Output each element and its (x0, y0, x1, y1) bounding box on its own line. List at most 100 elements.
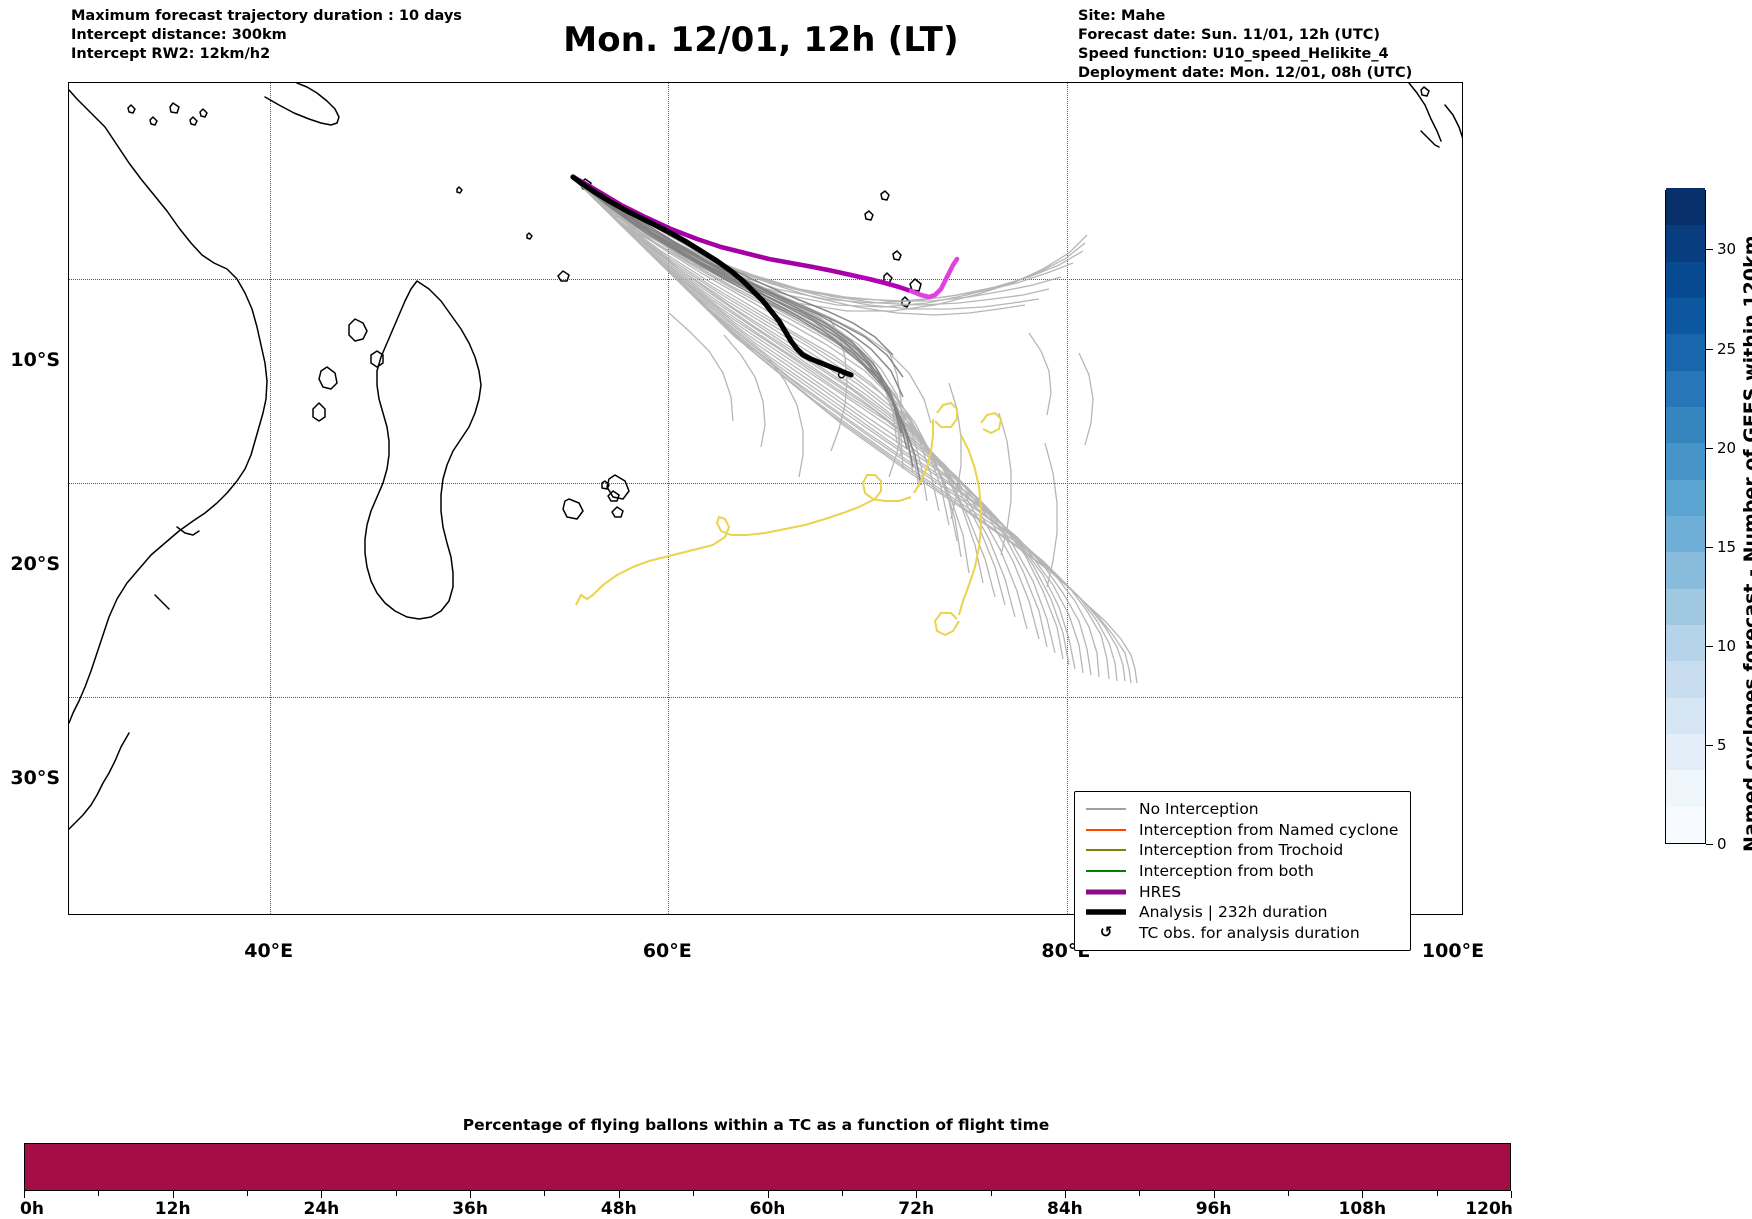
time-tick (1362, 1191, 1364, 1198)
legend-item-named-cyclone[interactable]: Interception from Named cyclone (1083, 820, 1398, 841)
legend-label-no-interception: No Interception (1139, 800, 1259, 819)
legend-label-tc-obs: TC obs. for analysis duration (1139, 923, 1360, 942)
time-tick-label-72h: 72h (898, 1199, 935, 1219)
colorbar-title: Named cyclones forecast - Number of GEFS… (1740, 235, 1752, 852)
time-tick (1064, 1191, 1066, 1198)
xtick-60E: 60°E (642, 940, 692, 962)
legend-item-hres[interactable]: HRES (1083, 881, 1398, 902)
time-tick (916, 1191, 918, 1198)
colorbar-segment (1666, 442, 1705, 480)
colorbar-segment (1666, 261, 1705, 298)
xtick-40E: 40°E (244, 940, 294, 962)
time-minor-tick (98, 1191, 100, 1196)
time-tick (321, 1191, 323, 1198)
trajectories-no-interception (571, 176, 1138, 684)
time-tick-label-84h: 84h (1047, 1199, 1083, 1219)
legend-item-tc-obs[interactable]: ↺ TC obs. for analysis duration (1083, 923, 1398, 944)
colorbar-segment (1666, 370, 1705, 407)
colorbar-tick-label-25: 25 (1717, 339, 1737, 358)
map-legend[interactable]: No Interception Interception from Named … (1074, 791, 1412, 952)
percentage-bar-ticks: 0h 12h 24h 36h 48h 60h 72h 84h 96h 108h 120h (20, 1191, 1513, 1219)
map-plot-area[interactable]: ↺ (68, 82, 1463, 915)
legend-swatch-analysis (1083, 908, 1129, 916)
time-tick (767, 1191, 769, 1198)
time-minor-tick (247, 1191, 249, 1196)
colorbar-tick (1706, 249, 1713, 251)
legend-item-both[interactable]: Interception from both (1083, 861, 1398, 882)
percentage-bar-fill (25, 1144, 1510, 1190)
time-tick-label-96h: 96h (1195, 1199, 1232, 1219)
legend-swatch-both (1083, 867, 1129, 875)
time-tick (470, 1191, 472, 1198)
legend-swatch-no-interception (1083, 805, 1129, 813)
map-y-axis-labels: 10°S 20°S 30°S (0, 82, 68, 915)
time-minor-tick (1287, 1191, 1289, 1196)
legend-item-no-interception[interactable]: No Interception (1083, 799, 1398, 820)
time-minor-tick (1139, 1191, 1141, 1196)
colorbar-segment (1666, 479, 1705, 516)
colorbar-tick (1706, 546, 1713, 548)
colorbar-segment (1666, 660, 1705, 698)
time-tick-label-60h: 60h (749, 1199, 786, 1219)
colorbar-tick (1706, 447, 1713, 449)
time-tick-label-24h: 24h (303, 1199, 340, 1219)
time-minor-tick (1436, 1191, 1438, 1196)
page-title: Mon. 12/01, 12h (LT) (563, 20, 959, 60)
ytick-10S: 10°S (10, 349, 60, 371)
colorbar-segment (1666, 588, 1705, 625)
time-minor-tick (693, 1191, 695, 1196)
time-tick (1213, 1191, 1215, 1198)
legend-item-trochoid[interactable]: Interception from Trochoid (1083, 840, 1398, 861)
trajectory-analysis (570, 174, 854, 378)
colorbar-segment (1666, 224, 1705, 262)
time-tick (172, 1191, 174, 1198)
colorbar-segment (1666, 515, 1705, 553)
time-tick-label-36h: 36h (452, 1199, 488, 1219)
time-tick-label-48h: 48h (600, 1199, 637, 1219)
colorbar-segment (1666, 551, 1705, 589)
time-tick-label-0h: 0h (20, 1199, 44, 1219)
colorbar-segment (1666, 406, 1705, 444)
legend-item-analysis[interactable]: Analysis | 232h duration (1083, 902, 1398, 923)
legend-label-both: Interception from both (1139, 862, 1314, 881)
svg-text:↺: ↺ (837, 369, 846, 382)
time-minor-tick (990, 1191, 992, 1196)
time-tick (24, 1191, 25, 1198)
legend-swatch-trochoid (1083, 846, 1129, 854)
time-tick-label-120h: 120h (1465, 1199, 1513, 1219)
colorbar-tick-label-5: 5 (1717, 735, 1727, 754)
legend-label-trochoid: Interception from Trochoid (1139, 841, 1344, 860)
trajectories-trochoid-interception (575, 401, 1003, 637)
colorbar-tick (1706, 348, 1713, 350)
colorbar-title-wrap: Named cyclones forecast - Number of GEFS… (1718, 0, 1752, 1000)
colorbar-segment (1666, 806, 1705, 843)
map-graphics: ↺ (69, 83, 1462, 830)
time-tick (618, 1191, 620, 1198)
colorbar-segment (1666, 624, 1705, 662)
percentage-bar-axes[interactable] (24, 1143, 1511, 1191)
xtick-100E: 100°E (1421, 940, 1485, 962)
coastline-layer (69, 83, 1462, 830)
colorbar-segment (1666, 297, 1705, 335)
legend-label-analysis: Analysis | 232h duration (1139, 903, 1328, 922)
header-right-info: Site: Mahe Forecast date: Sun. 11/01, 12… (1078, 8, 1413, 81)
colorbar-segment (1666, 188, 1705, 226)
tc-observation-markers: ↺ (837, 369, 846, 382)
colorbar-tick (1706, 645, 1713, 647)
trajectory-hres (570, 174, 960, 300)
colorbar-tick-label-10: 10 (1717, 636, 1737, 655)
time-tick-label-12h: 12h (154, 1199, 191, 1219)
legend-swatch-hres (1083, 888, 1129, 896)
colorbar-segment (1666, 733, 1705, 771)
legend-label-hres: HRES (1139, 882, 1182, 901)
colorbar-tick (1706, 744, 1713, 746)
time-tick-label-108h: 108h (1338, 1199, 1387, 1219)
header-left-info: Maximum forecast trajectory duration : 1… (71, 8, 462, 62)
colorbar-segment (1666, 697, 1705, 734)
colorbar-tick-label-30: 30 (1717, 240, 1737, 259)
legend-swatch-named-cyclone (1083, 826, 1129, 834)
colorbar[interactable]: 0 5 10 15 20 25 30 (1665, 188, 1736, 853)
colorbar-tick (1706, 844, 1713, 845)
percentage-bar-title: Percentage of flying ballons within a TC… (462, 1116, 1050, 1134)
colorbar-tick-label-0: 0 (1717, 835, 1727, 853)
